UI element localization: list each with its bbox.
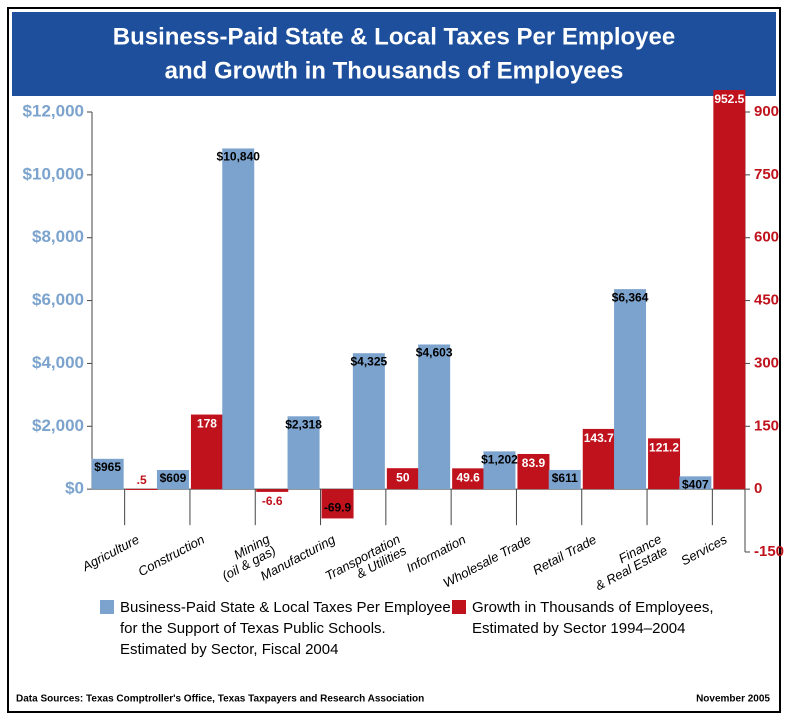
value-label: -69.9 xyxy=(324,501,352,515)
bar xyxy=(256,489,288,492)
y-tick-label: $10,000 xyxy=(23,164,84,183)
y-tick-label: $6,000 xyxy=(32,290,84,309)
value-label: 83.9 xyxy=(522,456,546,470)
value-label: $2,318 xyxy=(285,417,322,431)
value-label: 952.5 xyxy=(714,92,744,106)
value-label: 49.6 xyxy=(456,471,480,485)
y-tick-label: $4,000 xyxy=(32,353,84,372)
date: November 2005 xyxy=(696,694,770,705)
bar xyxy=(418,344,450,489)
value-label: $6,364 xyxy=(612,290,649,304)
y-tick-label: $8,000 xyxy=(32,227,84,246)
legend-swatch xyxy=(452,600,466,614)
value-label: $609 xyxy=(160,471,187,485)
value-label: 50 xyxy=(396,470,410,484)
value-label: 143.7 xyxy=(584,431,614,445)
bar xyxy=(353,353,385,489)
bar xyxy=(222,148,254,489)
chart-title: Business-Paid State & Local Taxes Per Em… xyxy=(113,23,675,50)
chart-title: and Growth in Thousands of Employees xyxy=(165,57,624,84)
y2-tick-label: 900 xyxy=(754,103,779,120)
value-label: -6.6 xyxy=(262,494,283,508)
y2-tick-label: 300 xyxy=(754,354,779,371)
y2-tick-label: 600 xyxy=(754,229,779,246)
value-label: 121.2 xyxy=(649,441,679,455)
y2-tick-label: 450 xyxy=(754,292,779,309)
value-label: $611 xyxy=(552,471,578,485)
bar xyxy=(713,90,745,489)
value-label: $4,603 xyxy=(416,346,453,360)
y-tick-label: $12,000 xyxy=(23,101,84,120)
y2-tick-label: 150 xyxy=(754,417,779,434)
y2-tick-label: -150 xyxy=(754,543,784,560)
bar xyxy=(614,289,646,489)
y-tick-label: $0 xyxy=(65,479,84,498)
source: Data Sources: Texas Comptroller's Office… xyxy=(16,694,424,705)
legend-swatch xyxy=(100,600,114,614)
value-label: .5 xyxy=(137,473,147,487)
value-label: $965 xyxy=(94,460,121,474)
y-tick-label: $2,000 xyxy=(32,416,84,435)
chart: Business-Paid State & Local Taxes Per Em… xyxy=(0,0,788,721)
bar xyxy=(126,489,158,490)
value-label: $1,202 xyxy=(481,453,518,467)
value-label: $10,840 xyxy=(217,150,261,164)
y2-tick-label: 0 xyxy=(754,480,762,497)
value-label: 178 xyxy=(197,417,217,431)
value-label: $4,325 xyxy=(350,354,387,368)
value-label: $407 xyxy=(682,478,709,492)
y2-tick-label: 750 xyxy=(754,166,779,183)
